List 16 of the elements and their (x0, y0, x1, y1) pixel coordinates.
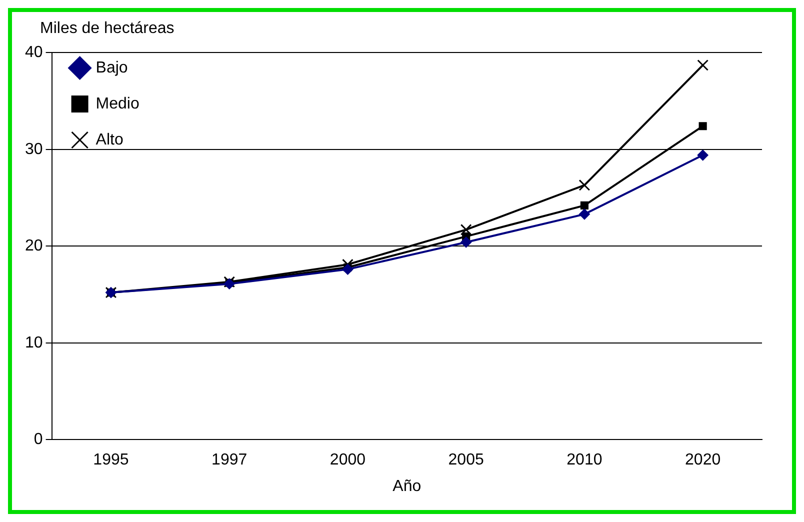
y-axis-title: Miles de hectáreas (40, 20, 174, 38)
legend-label: Bajo (96, 59, 128, 76)
legend-label: Alto (96, 131, 124, 148)
legend-label: Medio (96, 95, 140, 112)
y-tick-label: 30 (25, 140, 43, 158)
x-tick-label: 2000 (330, 452, 366, 469)
x-tick-label: 1997 (212, 452, 248, 469)
y-tick-label: 40 (25, 44, 43, 62)
y-tick-label: 20 (25, 238, 43, 255)
x-tick-label: 2010 (566, 452, 602, 469)
x-tick-label: 2005 (448, 452, 484, 469)
x-tick-label: 2020 (685, 452, 721, 469)
y-tick-label: 10 (25, 334, 43, 352)
x-axis-title: Año (392, 478, 422, 495)
y-tick-label: 0 (34, 431, 43, 448)
x-tick-label: 1995 (93, 452, 129, 469)
